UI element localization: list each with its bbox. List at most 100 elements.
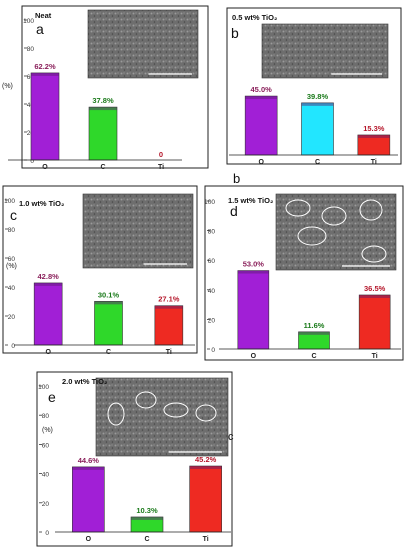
bar-cap-o: [237, 270, 269, 274]
panel-letter: c: [10, 207, 17, 223]
x-tick-label: C: [144, 536, 149, 543]
bar-ti: [357, 134, 391, 156]
x-tick-label: C: [100, 164, 105, 171]
sample-label: 1.5 wt% TiO₂: [228, 196, 273, 205]
sem-image: [275, 193, 397, 271]
y-tick-label: 20: [208, 317, 216, 324]
y-tick-label: 100: [23, 18, 34, 25]
bar-c: [301, 102, 334, 156]
sample-label: 0.5 wt% TiO₂: [232, 13, 277, 22]
bar-o: [72, 466, 105, 533]
x-tick-label: O: [86, 536, 92, 543]
data-label: 27.1%: [158, 295, 180, 304]
panel-letter: b: [231, 25, 239, 41]
y-tick-label: 100: [4, 198, 15, 205]
particle-circle: [361, 245, 387, 263]
sem-image: [95, 377, 229, 457]
particle-circle: [297, 226, 327, 246]
x-tick-label: Ti: [166, 349, 172, 356]
data-label: 10.3%: [136, 506, 158, 515]
particle-circle: [321, 206, 347, 226]
y-tick-label: 80: [8, 227, 16, 234]
x-tick-label: Ti: [158, 164, 164, 171]
bar-ti: [154, 305, 184, 346]
panel-e: 0 20 40 60 80 100 (%) 44.6% O 10.3% C 45.2% Ti 2.0 wt…: [36, 371, 233, 547]
panel-d: 0 20 40 60 80 100 53.0% O 11.6% C 36.5% Ti 1.5 wt% T…: [204, 185, 404, 361]
bar-c: [94, 301, 123, 346]
y-tick-label: 60: [27, 74, 35, 81]
y-tick-label: 20: [27, 130, 35, 137]
y-tick-label: 80: [27, 46, 35, 53]
particle-circle: [195, 404, 217, 422]
sample-label: Neat: [35, 11, 52, 20]
data-label: 11.6%: [304, 321, 325, 330]
x-tick-label: Ti: [203, 536, 209, 543]
bar-ti: [189, 465, 222, 533]
particle-circle: [285, 199, 311, 217]
data-label: 44.6%: [78, 456, 100, 465]
bar-o: [237, 270, 270, 350]
panel-b: 45.0% O 39.8% C 15.3% Ti 0.5 wt% TiO₂ b: [226, 7, 402, 166]
sem-image: [82, 193, 194, 269]
x-tick-label: O: [42, 164, 48, 171]
particle-circle: [107, 402, 125, 426]
x-tick-label: O: [45, 349, 51, 356]
data-label: 37.8%: [92, 96, 114, 105]
bar-cap-ti: [357, 134, 390, 138]
y-axis-label: (%): [6, 263, 17, 270]
bar-cap-o: [34, 282, 63, 286]
x-tick-label: C: [106, 349, 111, 356]
y-tick-label: 80: [208, 229, 216, 236]
bar-cap-c: [298, 331, 330, 335]
data-label: 36.5%: [364, 284, 386, 293]
y-axis-label: (%): [42, 427, 53, 434]
bar-cap-ti: [154, 305, 183, 309]
sample-label: 2.0 wt% TiO₂: [62, 377, 107, 386]
y-tick-label: 40: [8, 285, 16, 292]
x-tick-label: Ti: [371, 159, 377, 166]
y-tick-label: 40: [208, 288, 216, 295]
data-label: 45.0%: [251, 85, 273, 94]
data-label: 62.2%: [34, 62, 56, 71]
bar-cap-o: [72, 466, 105, 470]
x-tick-label: O: [258, 159, 264, 166]
bar-cap-c: [94, 301, 123, 305]
y-tick-label: 80: [42, 413, 50, 420]
particle-circle: [135, 391, 157, 409]
bar-o: [244, 95, 278, 156]
data-label: 53.0%: [243, 260, 265, 269]
y-tick-label: 20: [42, 501, 50, 508]
y-axis-label: (%): [2, 83, 13, 90]
bar-o: [33, 282, 63, 346]
data-label: 45.2%: [195, 455, 217, 464]
data-label: 0: [159, 150, 163, 159]
data-label: 30.1%: [98, 290, 120, 299]
y-tick-label: 40: [42, 472, 50, 479]
panel-c: 0 20 40 60 80 100 (%) 42.8% O 30.1% C 27.1% Ti 1.0 wt…: [2, 185, 198, 356]
particle-circle: [163, 402, 189, 418]
x-tick-label: C: [311, 353, 316, 360]
y-tick-label: 60: [208, 258, 216, 265]
bar-cap-o: [31, 72, 59, 76]
bar-cap-c: [301, 102, 334, 106]
y-tick-label: 100: [204, 199, 215, 206]
y-tick-label: 0: [30, 158, 34, 165]
sample-label: 1.0 wt% TiO₂: [19, 199, 64, 208]
y-tick-label: 0: [45, 530, 49, 537]
y-tick-label: 60: [42, 442, 50, 449]
data-label: 39.8%: [307, 92, 329, 101]
y-tick-label: 100: [38, 384, 49, 391]
sem-image: [87, 9, 199, 79]
data-label: 15.3%: [363, 124, 385, 133]
x-tick-label: Ti: [372, 353, 378, 360]
panel-letter: d: [230, 203, 238, 219]
y-tick-label: 0: [11, 343, 15, 350]
y-tick-label: 0: [211, 347, 215, 354]
stray-letter: b: [233, 171, 240, 186]
y-tick-label: 60: [8, 256, 16, 263]
data-label: 42.8%: [38, 272, 60, 281]
bar-cap-c: [89, 107, 117, 111]
y-tick-label: 40: [27, 102, 35, 109]
